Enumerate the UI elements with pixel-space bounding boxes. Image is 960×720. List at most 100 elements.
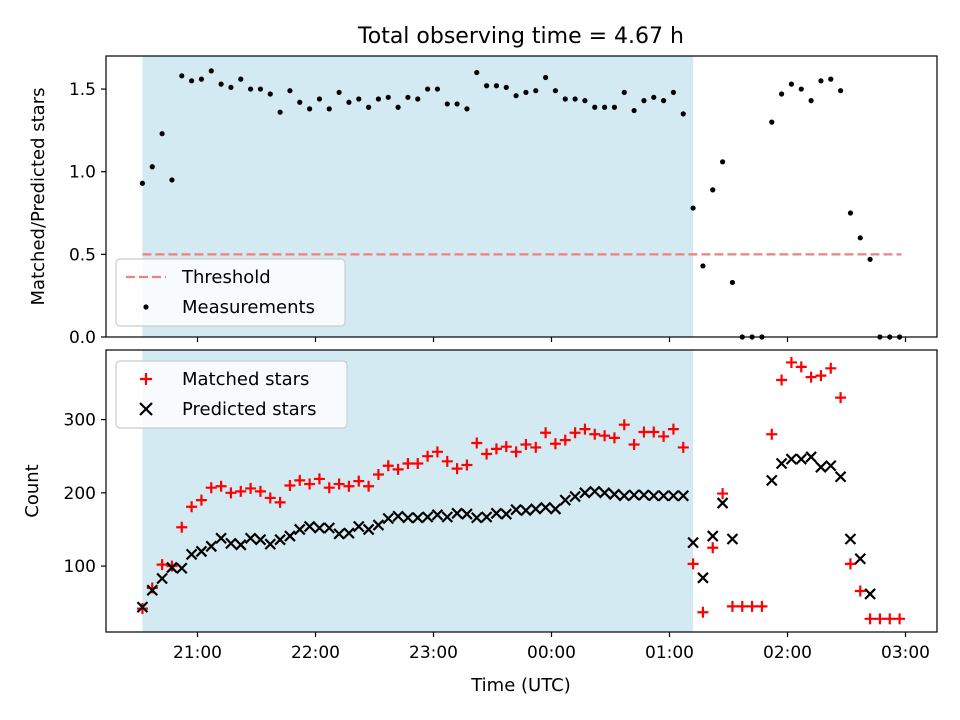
predicted-star-point bbox=[726, 533, 739, 545]
axes-frame bbox=[105, 349, 938, 633]
measurement-point bbox=[680, 111, 686, 117]
predicted-star-point bbox=[352, 520, 365, 533]
measurement-point bbox=[847, 210, 854, 216]
measurement-point bbox=[572, 96, 578, 102]
predicted-star-point bbox=[579, 487, 591, 499]
count-panel: 21:00 22:00 23:00 00:00 01:00 02:00 03:00 100 20… bbox=[22, 349, 938, 663]
predicted-star-point bbox=[205, 540, 218, 553]
predicted-star-point bbox=[362, 523, 375, 536]
matched-star-point bbox=[540, 427, 552, 439]
predicted-star-point bbox=[136, 601, 149, 613]
matched-star-point bbox=[726, 600, 738, 612]
legend-frame bbox=[115, 258, 346, 327]
matched-star-point bbox=[854, 585, 866, 597]
measurement-point bbox=[867, 256, 873, 262]
predicted-star-point bbox=[175, 562, 188, 575]
measurement-point bbox=[366, 104, 372, 110]
x-tick-label: 02:00 bbox=[763, 643, 812, 663]
y-tick-label: 1.5 bbox=[69, 80, 96, 100]
matched-star-point bbox=[284, 480, 296, 492]
matched-star-point bbox=[628, 438, 640, 450]
measurement-point bbox=[523, 89, 529, 95]
matched-star-point bbox=[353, 475, 365, 487]
measurement-point bbox=[818, 78, 824, 84]
predicted-star-point bbox=[293, 523, 306, 536]
predicted-star-point bbox=[234, 539, 247, 551]
measurement-point bbox=[602, 104, 608, 110]
measurement-point bbox=[769, 119, 775, 125]
measurement-point bbox=[838, 88, 844, 94]
measurement-point bbox=[779, 91, 785, 97]
matched-star-point bbox=[815, 370, 827, 382]
predicted-star-point bbox=[598, 487, 611, 499]
predicted-star-point bbox=[421, 511, 434, 523]
matched-star-point bbox=[225, 487, 237, 499]
measurement-point bbox=[611, 104, 618, 110]
predicted-star-point bbox=[795, 453, 808, 465]
matched-star-point bbox=[864, 613, 876, 625]
predicted-star-point bbox=[775, 457, 788, 470]
predicted-star-point bbox=[618, 489, 631, 502]
matched-star-point bbox=[422, 450, 434, 462]
measurement-point bbox=[484, 83, 490, 89]
legend-label: Matched stars bbox=[182, 369, 309, 390]
matched-star-point bbox=[520, 438, 532, 450]
predicted-star-point bbox=[834, 470, 847, 483]
measurement-point bbox=[729, 279, 736, 286]
x-tick-label: 21:00 bbox=[173, 643, 222, 663]
matched-star-point bbox=[687, 558, 699, 570]
predicted-star-point bbox=[402, 511, 414, 524]
y-tick-label: 1.0 bbox=[69, 163, 96, 183]
predicted-star-point bbox=[510, 503, 522, 516]
measurement-point bbox=[552, 88, 559, 94]
matched-star-point bbox=[795, 361, 807, 373]
predicted-star-point bbox=[539, 501, 552, 514]
measurement-point bbox=[159, 131, 165, 137]
measurement-point bbox=[316, 96, 323, 102]
predicted-star-point bbox=[628, 489, 640, 501]
matched-star-point bbox=[648, 426, 660, 438]
predicted-star-point bbox=[431, 509, 444, 521]
matched-star-point bbox=[500, 441, 512, 453]
measurement-point bbox=[798, 86, 804, 92]
matched-star-point bbox=[530, 441, 542, 453]
measurement-point bbox=[641, 98, 647, 104]
measurement-point bbox=[710, 187, 716, 193]
matched-star-point bbox=[874, 613, 886, 625]
predicted-star-point bbox=[706, 530, 719, 542]
measurement-point bbox=[395, 104, 401, 110]
y-tick-label: 300 bbox=[64, 411, 96, 431]
predicted-star-point bbox=[392, 510, 404, 523]
matched-star-point bbox=[638, 426, 650, 438]
y-axis-label: Count bbox=[22, 464, 43, 517]
x-tick-label: 00:00 bbox=[527, 643, 576, 663]
measurement-point bbox=[533, 88, 539, 94]
measurement-point bbox=[857, 235, 863, 241]
matched-star-point bbox=[490, 443, 502, 455]
predicted-star-point bbox=[608, 488, 621, 501]
legend-measurement-swatch bbox=[143, 304, 149, 310]
axes-frame bbox=[105, 55, 938, 338]
predicted-star-point bbox=[274, 533, 286, 546]
predicted-star-point bbox=[284, 530, 296, 542]
predicted-star-point bbox=[647, 489, 660, 502]
measurement-point bbox=[582, 98, 588, 104]
matched-star-point bbox=[186, 501, 198, 513]
measurement-point bbox=[415, 96, 421, 102]
matched-star-point bbox=[382, 460, 394, 472]
measurement-point bbox=[513, 93, 519, 99]
matched-star-point bbox=[835, 392, 847, 404]
measurement-point bbox=[149, 164, 155, 170]
predicted-star-point bbox=[490, 507, 503, 520]
measurement-point bbox=[592, 104, 598, 110]
predicted-star-point bbox=[765, 474, 778, 487]
matched-star-point bbox=[363, 480, 375, 492]
predicted-star-point bbox=[500, 508, 513, 520]
matched-star-point bbox=[618, 419, 630, 431]
predicted-star-point bbox=[470, 511, 483, 524]
matched-star-point bbox=[235, 485, 247, 497]
measurement-point bbox=[238, 76, 244, 82]
x-axis-label: Time (UTC) bbox=[470, 675, 571, 696]
measurement-point bbox=[267, 91, 273, 97]
matched-star-point bbox=[805, 371, 817, 383]
